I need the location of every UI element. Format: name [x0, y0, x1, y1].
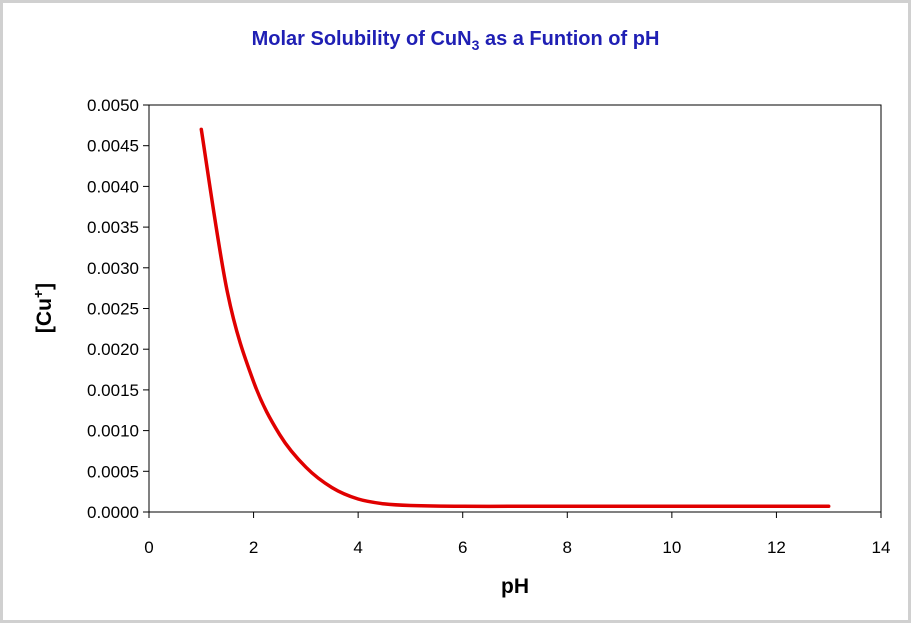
chart-title-prefix: Molar Solubility of CuN — [251, 28, 472, 50]
x-tick-label: 10 — [662, 538, 681, 557]
y-ticks: 0.0000 0.0005 0.0010 0.0015 0.0020 0.0025 0.00… — [87, 96, 149, 522]
y-tick-label: 0.0005 — [87, 462, 139, 481]
y-tick-label: 0.0040 — [87, 177, 139, 196]
y-tick-label: 0.0050 — [87, 96, 139, 115]
x-tick-label: 4 — [353, 538, 362, 557]
x-tick-label: 0 — [144, 538, 153, 557]
x-tick-label: 14 — [872, 538, 891, 557]
y-axis-title: [Cu+] — [30, 283, 56, 333]
y-tick-label: 0.0025 — [87, 300, 139, 319]
y-tick-label: 0.0035 — [87, 218, 139, 237]
x-ticks: 0 2 4 6 8 10 12 14 — [144, 512, 890, 557]
chart-title: Molar Solubility of CuN3 as a Funtion of… — [0, 28, 911, 53]
x-tick-label: 6 — [458, 538, 467, 557]
y-tick-label: 0.0020 — [87, 340, 139, 359]
y-tick-label: 0.0015 — [87, 381, 139, 400]
series-line — [199, 127, 831, 509]
chart-title-subscript: 3 — [471, 37, 480, 53]
y-axis-title-close: ] — [33, 283, 56, 290]
y-tick-label: 0.0010 — [87, 422, 139, 441]
x-tick-label: 8 — [563, 538, 572, 557]
y-axis-title-main: [Cu — [33, 298, 56, 333]
y-tick-label: 0.0030 — [87, 259, 139, 278]
x-tick-label: 12 — [767, 538, 786, 557]
y-axis-title-superscript: + — [30, 290, 46, 298]
y-tick-label: 0.0000 — [87, 503, 139, 522]
x-tick-label: 2 — [249, 538, 258, 557]
y-tick-label: 0.0045 — [87, 137, 139, 156]
plot-area — [148, 104, 882, 513]
chart-title-suffix: as a Funtion of pH — [479, 28, 660, 50]
x-axis-title: pH — [501, 575, 529, 598]
